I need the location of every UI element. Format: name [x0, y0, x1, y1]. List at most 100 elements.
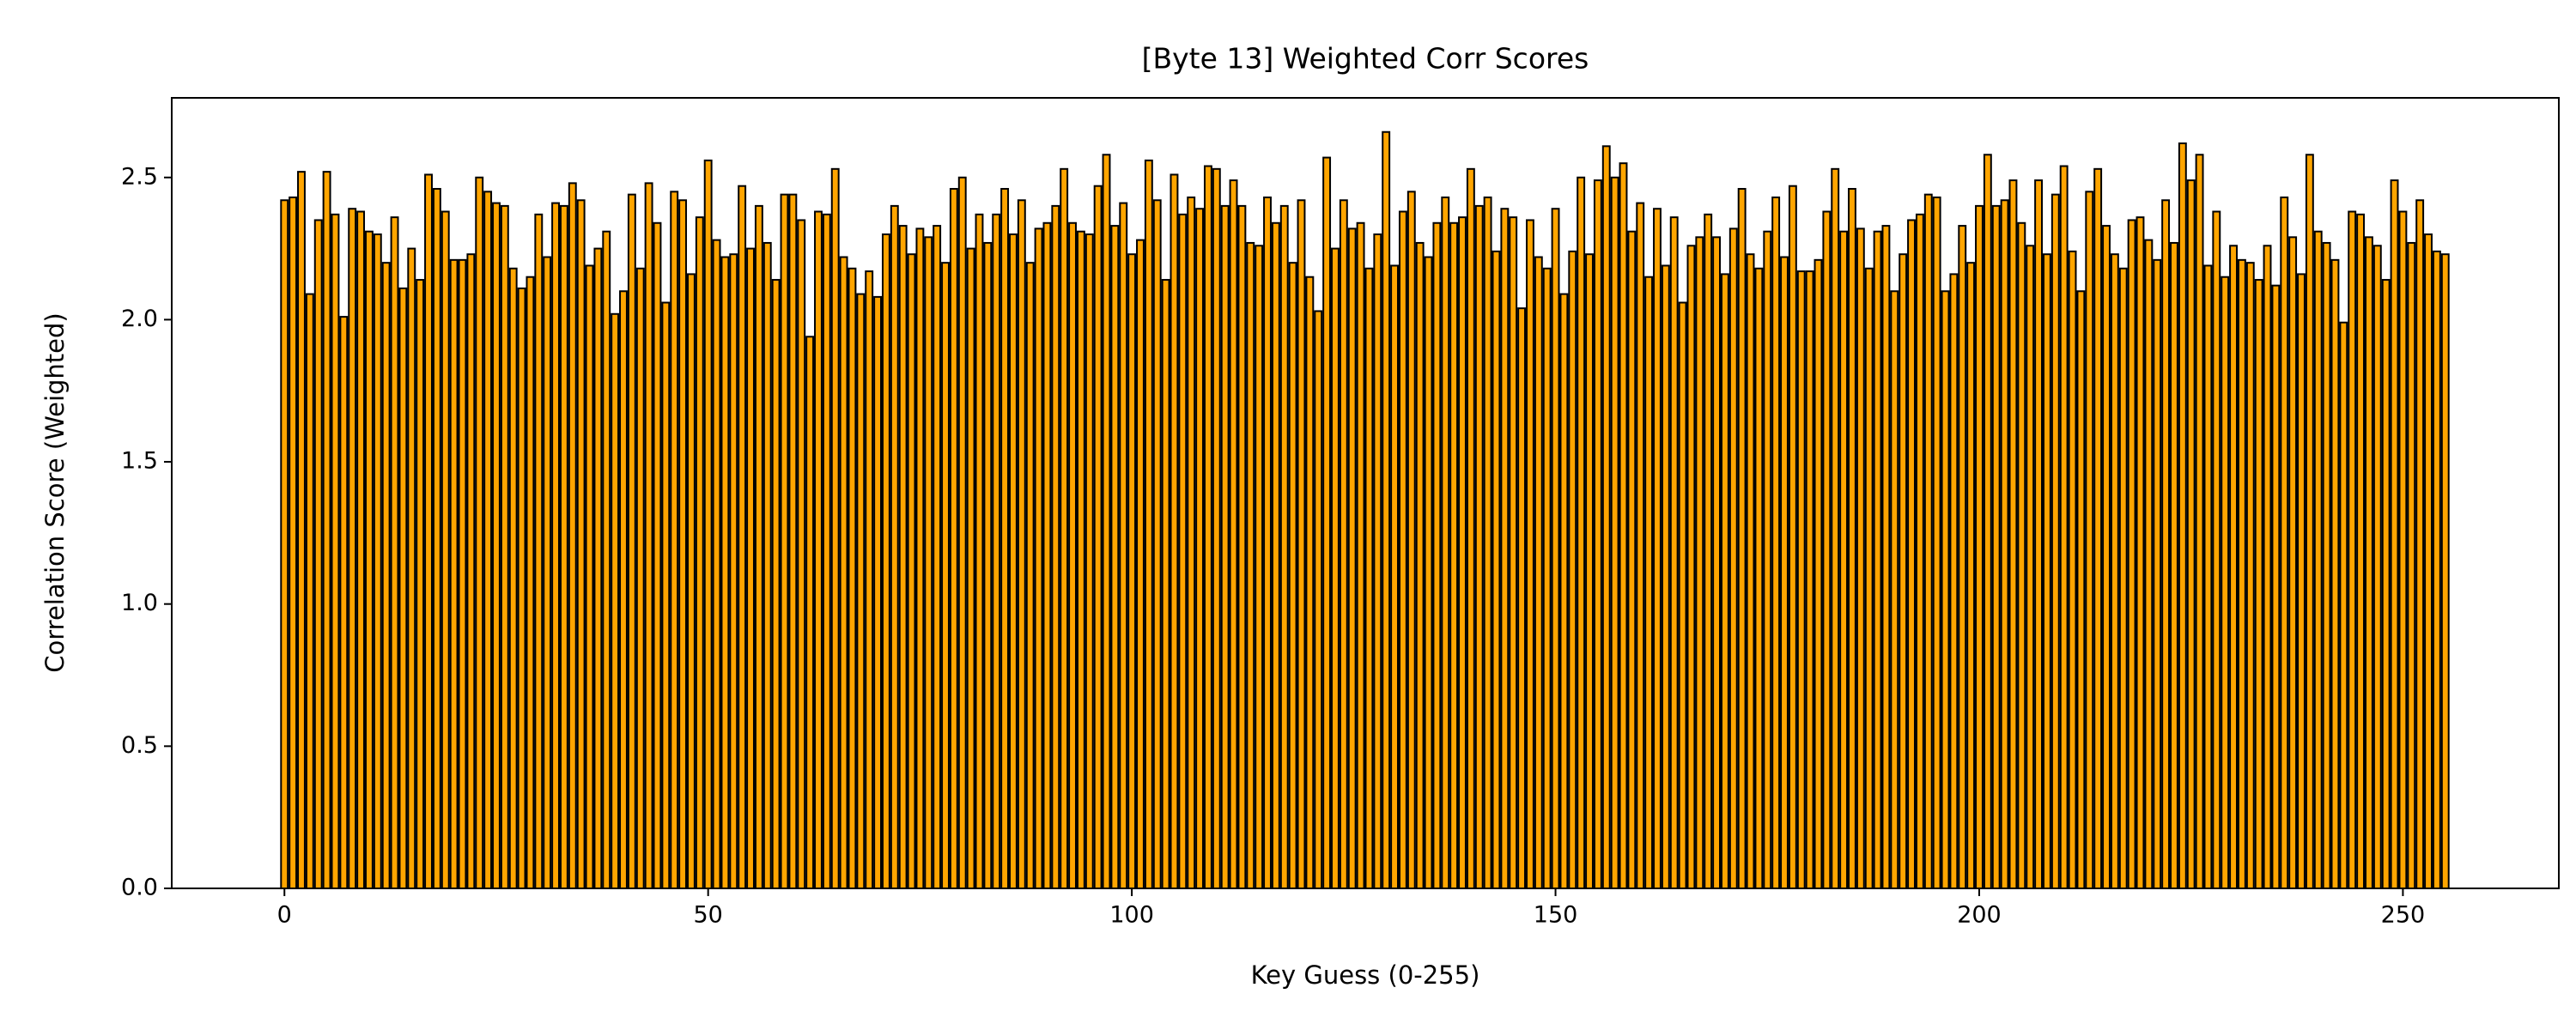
bar [1297, 199, 1306, 890]
bar [297, 171, 306, 889]
bar [1373, 233, 1382, 889]
bar [1017, 199, 1026, 890]
bar [2322, 241, 2331, 889]
bar [1127, 253, 1137, 889]
bar [1068, 221, 1077, 889]
bar [1534, 256, 1543, 889]
bar [2305, 154, 2314, 890]
bar [1466, 167, 1475, 890]
bar [1034, 227, 1043, 889]
bar [500, 204, 509, 889]
bar [1720, 273, 1729, 889]
bar [933, 225, 942, 889]
bar [1042, 221, 1052, 889]
bar [390, 216, 399, 890]
bar [432, 188, 441, 889]
bar [924, 236, 933, 889]
bar [1975, 204, 1984, 889]
bar [1331, 247, 1340, 890]
bar [492, 202, 501, 889]
y-axis-label: Correlation Score (Weighted) [40, 312, 70, 672]
bar [2170, 241, 2178, 889]
bar [1110, 225, 1120, 889]
bar [1500, 208, 1510, 890]
bar [644, 182, 653, 889]
bar [822, 213, 831, 889]
bar [1279, 204, 1289, 889]
bar [2356, 213, 2366, 889]
y-tick-label: 1.5 [121, 448, 158, 475]
bar [771, 279, 781, 890]
bar [695, 216, 704, 890]
bar [289, 196, 298, 889]
bar [381, 262, 391, 890]
bar [424, 173, 433, 889]
bar [1093, 185, 1103, 890]
bar [2127, 219, 2136, 889]
bar [2034, 179, 2044, 889]
bar [1474, 204, 1484, 889]
bar [2221, 276, 2230, 889]
bar [551, 202, 560, 889]
bar [2381, 279, 2391, 890]
bar [1601, 145, 1611, 890]
bar [2118, 267, 2128, 889]
bar [1144, 159, 1153, 889]
bar [2263, 245, 2272, 889]
bar [738, 185, 747, 890]
y-tick-label: 2.5 [121, 163, 158, 190]
bar [611, 312, 620, 889]
bar [2110, 253, 2119, 889]
bar [1517, 307, 1527, 889]
bar [2212, 210, 2221, 889]
bar [848, 267, 857, 889]
bar [1619, 162, 1628, 890]
bar [534, 213, 544, 889]
bar [1076, 230, 1085, 889]
x-tick-label: 150 [1534, 902, 1578, 929]
bar [865, 270, 874, 890]
bar [1170, 173, 1179, 889]
bar [687, 273, 696, 889]
bar [762, 241, 772, 889]
bar [2008, 179, 2018, 889]
bar [635, 267, 645, 889]
bar [805, 336, 815, 889]
bar [1915, 213, 1924, 889]
bar [1347, 227, 1357, 889]
bar [2017, 221, 2026, 889]
bar [712, 239, 721, 890]
bar [1492, 250, 1501, 889]
y-tick-label: 2.0 [121, 306, 158, 332]
bar [373, 233, 382, 889]
bar [2102, 225, 2111, 889]
bar [2186, 179, 2196, 889]
bar [1449, 221, 1459, 889]
bar [788, 193, 798, 890]
bar [949, 188, 958, 889]
bar [2229, 245, 2238, 889]
chart-title: [Byte 13] Weighted Corr Scores [1142, 42, 1589, 76]
bar [1237, 204, 1247, 889]
bar [2245, 262, 2255, 890]
bar [890, 204, 899, 889]
bar [2440, 253, 2450, 889]
bar [559, 204, 568, 889]
bar [2076, 290, 2086, 889]
bar [576, 199, 586, 890]
y-tick-label: 1.0 [121, 590, 158, 616]
x-axis-label: Key Guess (0-255) [1251, 960, 1480, 990]
bar [2398, 210, 2408, 889]
bar [543, 256, 552, 889]
bar [2136, 216, 2145, 890]
bar [957, 176, 967, 890]
bar [1907, 219, 1916, 889]
bar [1525, 219, 1534, 889]
bar [1856, 227, 1865, 889]
bar [2153, 258, 2162, 889]
bar [2313, 230, 2323, 889]
bar [1890, 290, 1899, 889]
bar [1364, 267, 1374, 889]
